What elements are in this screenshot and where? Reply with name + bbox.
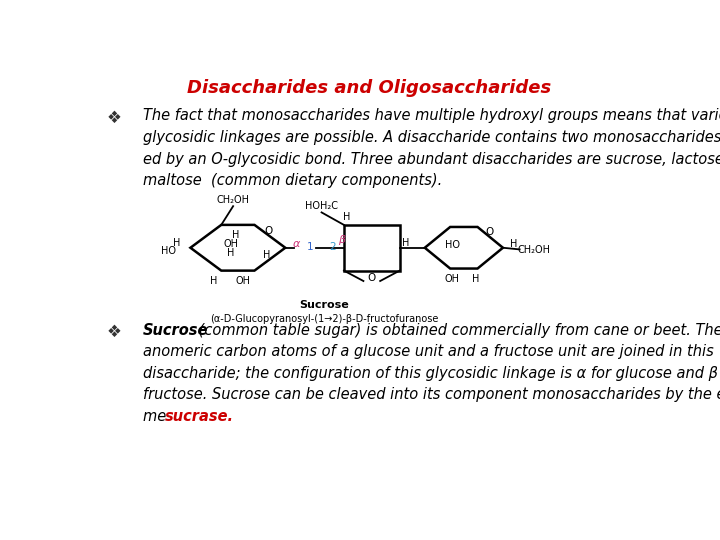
- Text: H: H: [227, 248, 235, 259]
- Text: anomeric carbon atoms of a glucose unit and a fructose unit are joined in this: anomeric carbon atoms of a glucose unit …: [143, 344, 714, 359]
- Text: Sucrose: Sucrose: [143, 322, 208, 338]
- Text: CH₂OH: CH₂OH: [517, 245, 550, 255]
- Text: H: H: [510, 239, 518, 248]
- Text: The fact that monosaccharides have multiple hydroxyl groups means that various: The fact that monosaccharides have multi…: [143, 109, 720, 124]
- Text: fructose. Sucrose can be cleaved into its component monosaccharides by the enzy: fructose. Sucrose can be cleaved into it…: [143, 388, 720, 402]
- Text: OH: OH: [223, 239, 238, 249]
- Text: OH: OH: [445, 274, 459, 284]
- Text: Disaccharides and Oligosaccharides: Disaccharides and Oligosaccharides: [187, 79, 551, 97]
- Text: 1: 1: [307, 241, 314, 252]
- Text: ❖: ❖: [107, 322, 122, 341]
- Text: α: α: [293, 239, 300, 249]
- Text: O: O: [264, 226, 273, 235]
- Text: H: H: [472, 274, 480, 284]
- Text: HOH₂C: HOH₂C: [305, 201, 338, 211]
- Text: H: H: [173, 238, 180, 248]
- Text: H: H: [232, 230, 239, 240]
- Text: HO: HO: [161, 246, 176, 256]
- Text: β: β: [338, 235, 345, 245]
- Text: O: O: [368, 273, 376, 283]
- Text: O: O: [485, 227, 493, 237]
- Text: CH₂OH: CH₂OH: [217, 195, 250, 205]
- Text: glycosidic linkages are possible. A disaccharide contains two monosaccharides jo: glycosidic linkages are possible. A disa…: [143, 130, 720, 145]
- Text: HO: HO: [445, 240, 459, 249]
- Text: H: H: [263, 249, 270, 260]
- Text: H: H: [343, 212, 351, 221]
- Text: (common table sugar) is obtained commercially from cane or beet. The: (common table sugar) is obtained commerc…: [194, 322, 720, 338]
- Text: ❖: ❖: [107, 109, 122, 126]
- Text: Sucrose: Sucrose: [300, 300, 349, 310]
- Text: sucrase.: sucrase.: [165, 409, 233, 424]
- Text: disaccharide; the configuration of this glycosidic linkage is α for glucose and : disaccharide; the configuration of this …: [143, 366, 720, 381]
- Text: H: H: [210, 276, 218, 286]
- Text: OH: OH: [235, 276, 250, 286]
- Text: maltose  (common dietary components).: maltose (common dietary components).: [143, 173, 442, 188]
- Text: ed by an O-glycosidic bond. Three abundant disaccharides are sucrose, lactose, a: ed by an O-glycosidic bond. Three abunda…: [143, 152, 720, 167]
- Text: 2: 2: [330, 241, 336, 252]
- Text: (α-D-Glucopyranosyl-(1→2)-β-D-fructofuranose: (α-D-Glucopyranosyl-(1→2)-β-D-fructofura…: [210, 314, 438, 325]
- Text: me: me: [143, 409, 171, 424]
- Text: H: H: [402, 238, 409, 248]
